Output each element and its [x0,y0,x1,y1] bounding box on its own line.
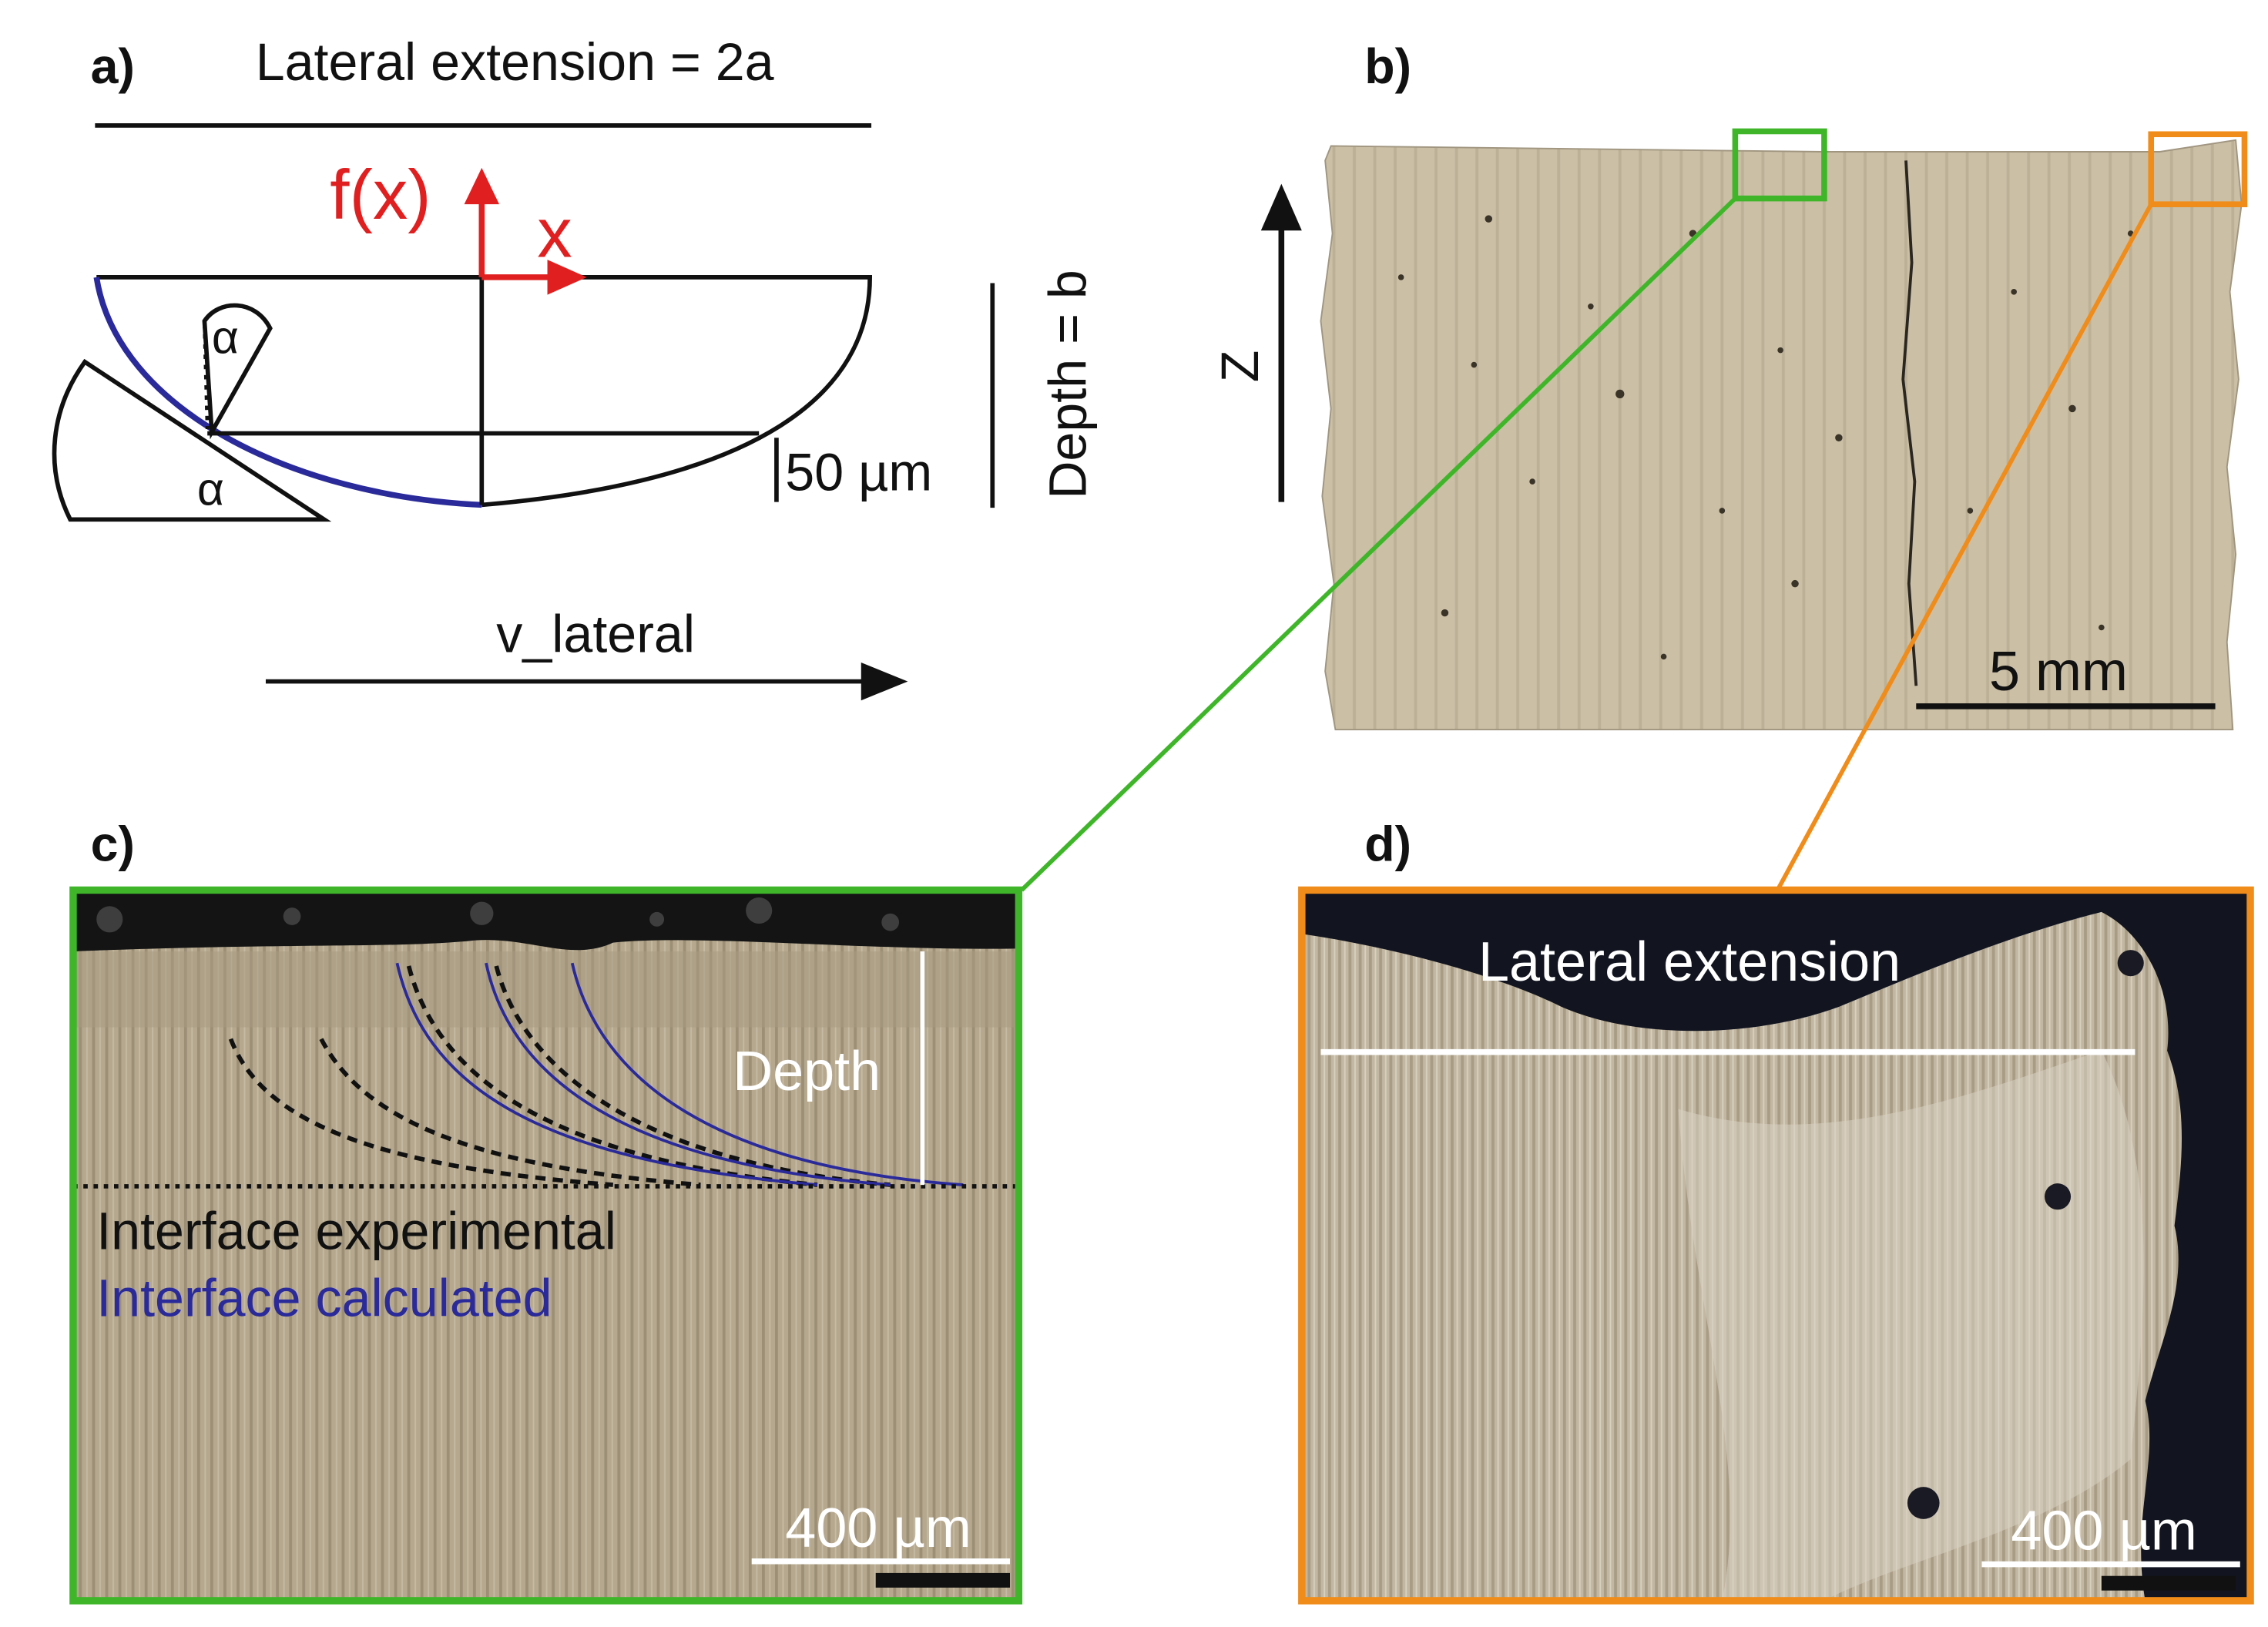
micrograph-c-top-band [72,951,1019,1028]
sample-cross-section [1320,139,2243,731]
velocity-label: v_lateral [496,606,695,664]
fx-arrowhead-icon [464,167,500,205]
micrograph-d-pores [1907,950,2144,1519]
angle-wedge-bottom [52,358,332,522]
panel-a-title: Lateral extension = 2a [256,33,774,92]
micrograph-c-top-dark [72,890,1019,951]
panel-c: c) Depth Interface experimental Interfac… [69,817,1023,1605]
panel-a-label: a) [91,39,135,94]
scale-label-400um-c: 400 µm [785,1498,971,1559]
zoom-box-c [1732,128,1827,202]
zoom-connector-d [1775,203,2153,891]
angle-wedge-top [202,303,273,440]
scale-label-50um: 50 µm [785,443,932,502]
zoom-box-d [2148,131,2248,207]
zoom-connector-c [1020,196,1737,892]
legend-calculated: Interface calculated [96,1270,552,1328]
panel-b-label: b) [1364,39,1411,94]
panel-b: b) Z 5 mm [1020,39,2248,892]
alpha-top-label: α [212,310,239,363]
depth-b-label: Depth = b [1038,270,1097,499]
x-arrowhead-icon [547,260,587,295]
depth-label-c: Depth [733,1041,881,1102]
scale-box-c [875,1572,1010,1588]
micrograph-d-frame [1298,886,2254,1605]
powder-particles [96,897,900,933]
x-label: x [537,194,572,272]
z-arrowhead-icon [1260,183,1302,231]
z-axis-label: Z [1211,351,1270,383]
panel-c-label: c) [91,817,135,872]
lateral-extension-label: Lateral extension [1478,931,1901,993]
velocity-arrowhead-icon [861,662,908,701]
legend-experimental: Interface experimental [96,1202,616,1260]
fx-label: f(x) [330,156,431,234]
scale-label-400um-d: 400 µm [2011,1501,2197,1562]
angle-dotted-line [203,324,210,429]
micrograph-d-bright-region [1678,1050,2144,1601]
porosity-dots [1397,215,2134,660]
experimental-interfaces [228,965,891,1187]
scale-label-5mm: 5 mm [1989,641,2128,703]
melt-pool-outline [96,275,872,508]
scale-box-d [2101,1575,2236,1591]
sample-crack [1901,160,1918,686]
calculated-interfaces [395,962,964,1186]
panel-d-label: d) [1364,817,1411,872]
micrograph-c-frame [69,886,1023,1605]
panel-a: a) Lateral extension = 2a f(x) x α α 50 … [52,33,1097,701]
melt-pool-profile-curve [93,277,482,508]
panel-d: d) Lateral extension 400 µm [1298,817,2254,1605]
alpha-bottom-label: α [197,462,224,515]
